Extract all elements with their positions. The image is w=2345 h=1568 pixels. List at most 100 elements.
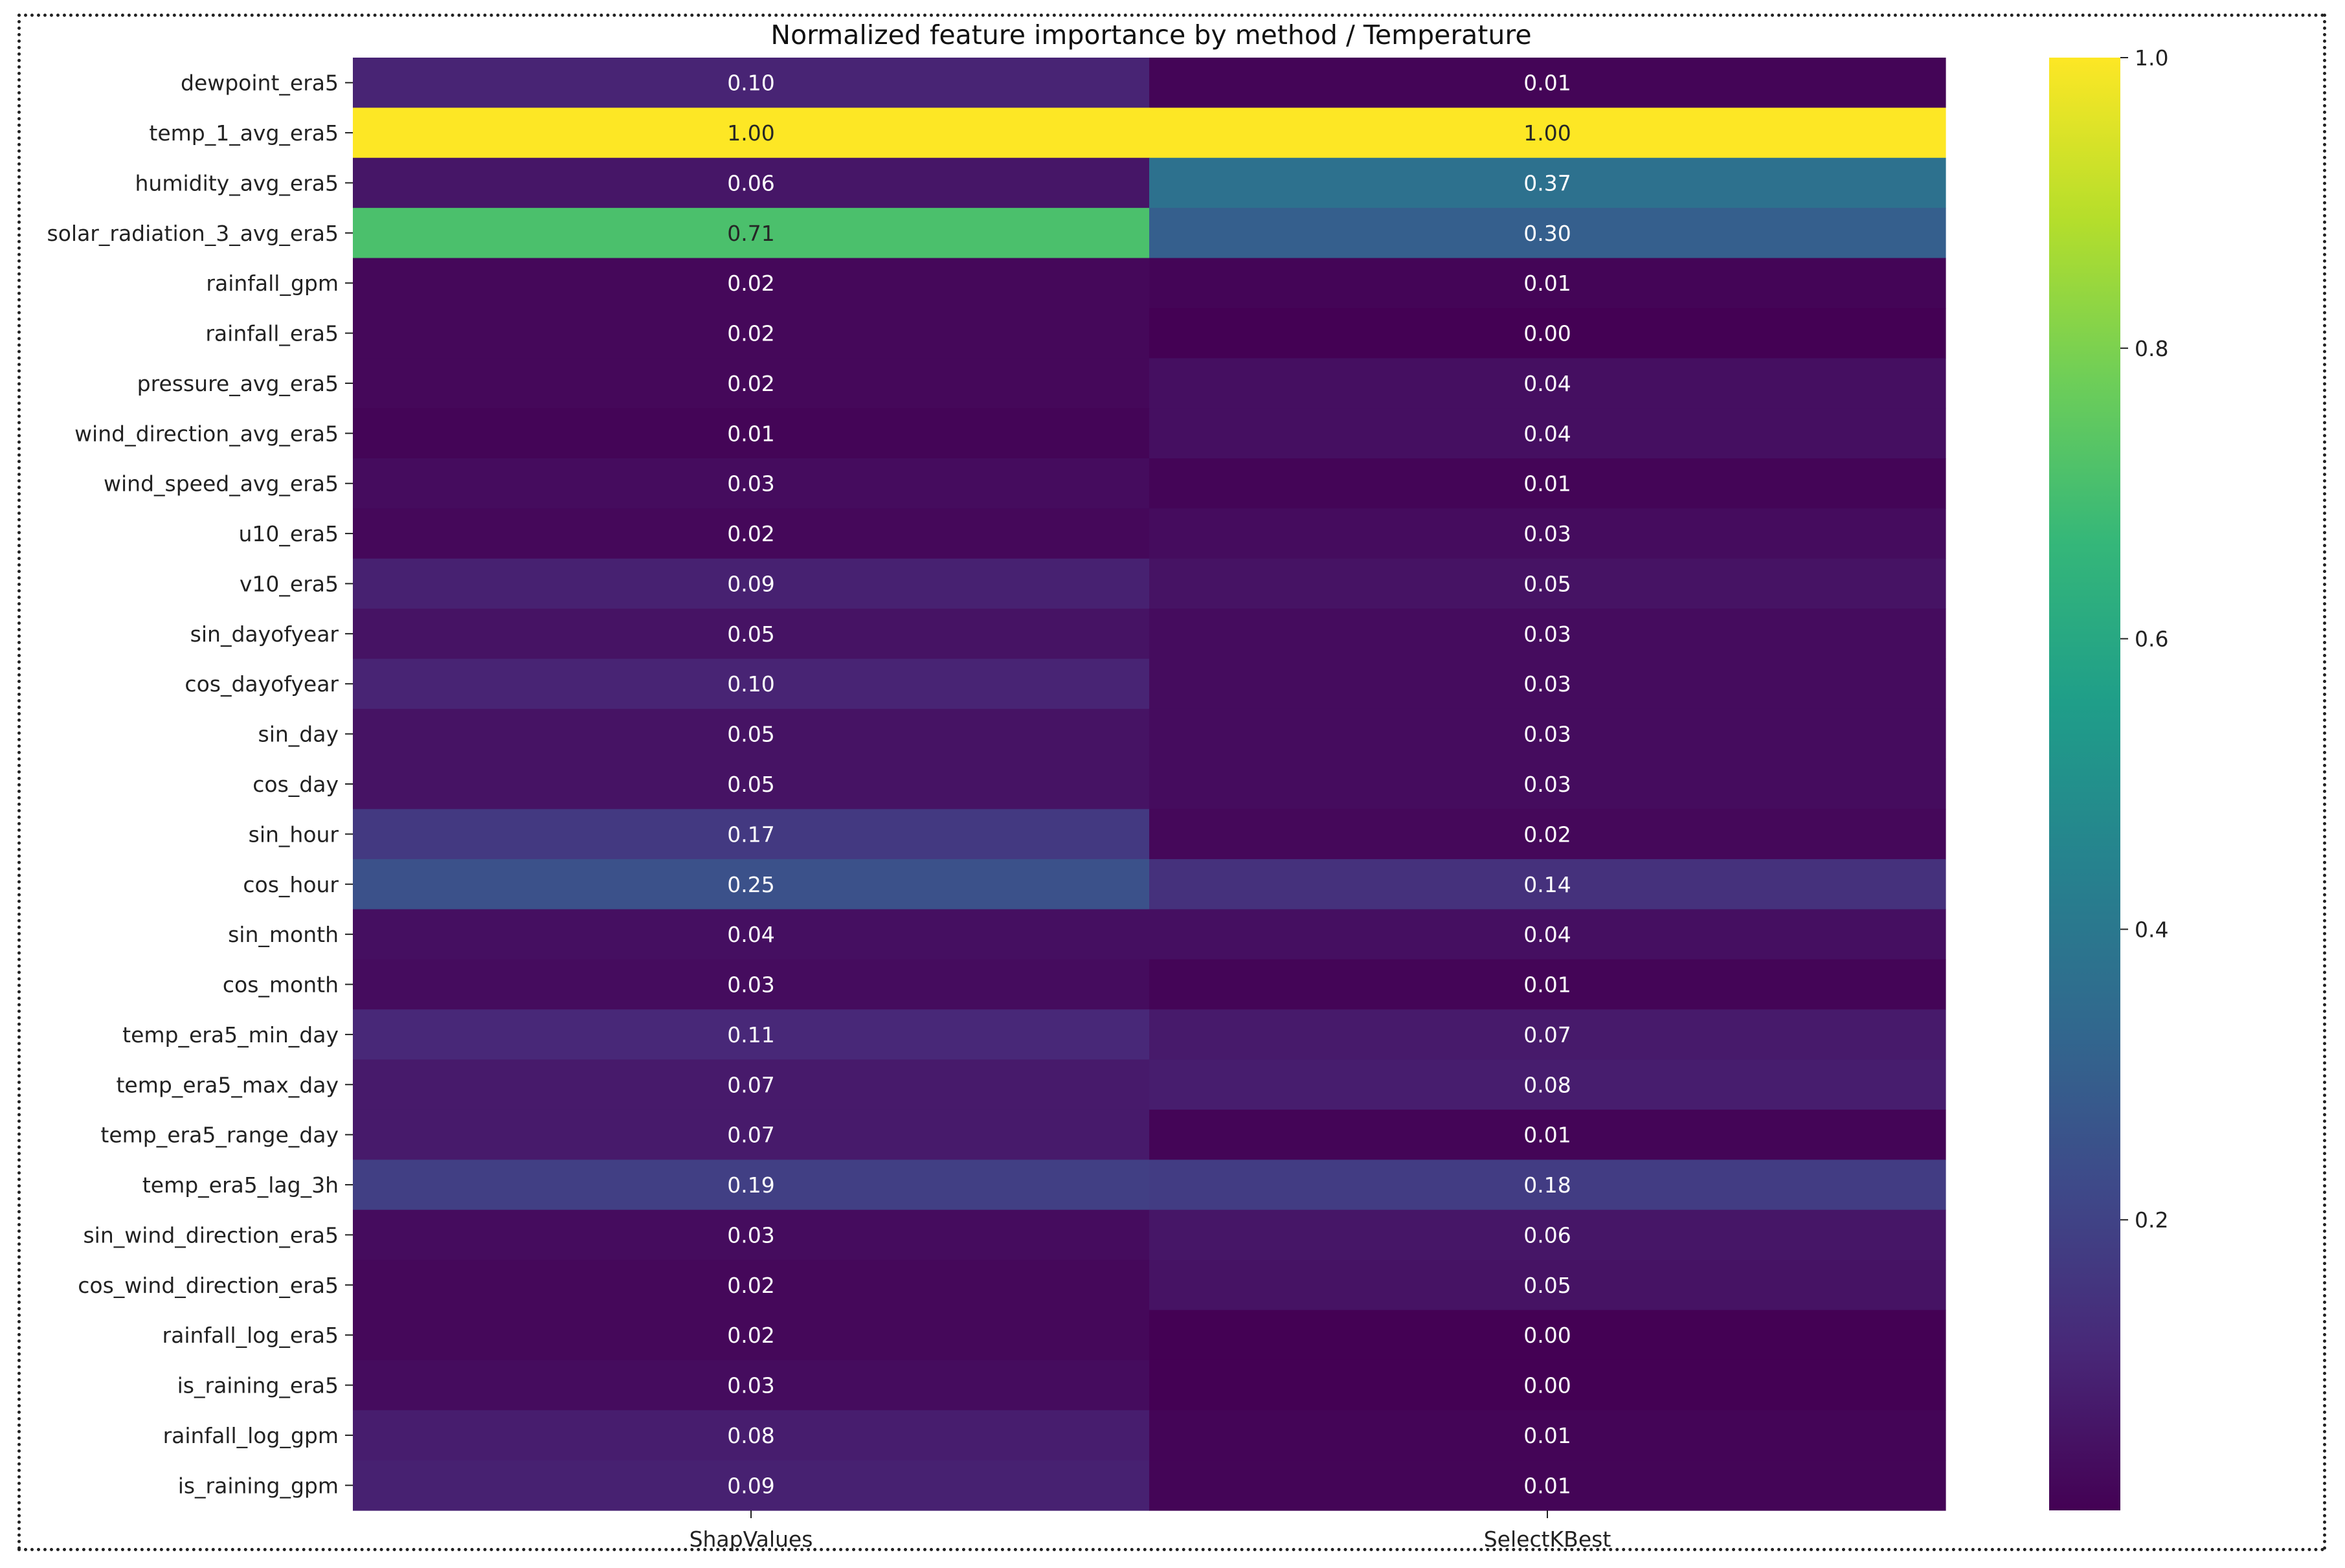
heatmap-cell — [1149, 408, 1946, 459]
cell-value-label: 0.01 — [1523, 71, 1571, 96]
cell-value-label: 0.05 — [1523, 1273, 1571, 1298]
heatmap-cell — [1149, 508, 1946, 559]
row-label: temp_era5_min_day — [122, 1022, 339, 1047]
cell-value-label: 0.01 — [1523, 1473, 1571, 1498]
cell-value-label: 0.08 — [1523, 1072, 1571, 1097]
cell-value-label: 0.03 — [1523, 622, 1571, 647]
heatmap-cell — [1149, 759, 1946, 810]
cell-value-label: 0.01 — [1523, 1423, 1571, 1448]
row-label: sin_dayofyear — [190, 622, 339, 647]
cell-value-label: 0.02 — [727, 1323, 774, 1348]
row-label: is_raining_era5 — [177, 1373, 339, 1398]
cell-value-label: 0.07 — [727, 1072, 774, 1097]
cell-value-label: 0.08 — [727, 1423, 774, 1448]
row-label: cos_hour — [243, 872, 339, 897]
cell-value-label: 0.14 — [1523, 872, 1571, 897]
heatmap-cell — [353, 107, 1150, 159]
heatmap-cell — [1149, 58, 1946, 108]
cell-value-label: 0.09 — [727, 1473, 774, 1498]
cell-value-label: 0.04 — [727, 922, 774, 947]
heatmap-cell — [353, 909, 1150, 960]
heatmap-cell — [353, 859, 1150, 910]
cell-value-label: 0.30 — [1523, 221, 1571, 246]
chart-title: Normalized feature importance by method … — [770, 19, 1531, 50]
row-label: v10_era5 — [240, 571, 339, 596]
heatmap-cell — [353, 408, 1150, 459]
cell-value-label: 0.02 — [727, 321, 774, 346]
heatmap-cell-labels: 0.10 0.01 1.00 1.00 0.06 0.37 0.71 0.30 0.02 0.01… — [727, 71, 1571, 1499]
row-label: temp_1_avg_era5 — [149, 120, 339, 146]
row-labels: dewpoint_era5 temp_1_avg_era5 humidity_avg… — [47, 71, 353, 1498]
cell-value-label: 0.07 — [1523, 1022, 1571, 1047]
cell-value-label: 0.02 — [727, 271, 774, 296]
row-label: rainfall_log_gpm — [163, 1423, 339, 1448]
figure-border — [17, 14, 2326, 1551]
cell-value-label: 0.03 — [727, 1222, 774, 1248]
row-label: sin_hour — [249, 822, 339, 847]
row-label: sin_month — [228, 922, 339, 947]
cell-value-label: 0.01 — [727, 421, 774, 446]
row-label: rainfall_era5 — [205, 321, 339, 346]
heatmap-cell — [1149, 1009, 1946, 1060]
heatmap-cell — [1149, 859, 1946, 910]
heatmap-cell — [1149, 107, 1946, 159]
cell-value-label: 0.01 — [1523, 1123, 1571, 1148]
cell-value-label: 0.10 — [727, 71, 774, 96]
heatmap-cell — [1149, 708, 1946, 759]
heatmap-cell — [353, 708, 1150, 759]
heatmap-cell — [1149, 1260, 1946, 1311]
heatmap-cell — [353, 308, 1150, 359]
heatmap-cell — [353, 1059, 1150, 1110]
heatmap-cell — [353, 358, 1150, 409]
column-label: SelectKBest — [1484, 1527, 1611, 1552]
heatmap-cell — [353, 1209, 1150, 1260]
row-label: cos_month — [223, 972, 339, 998]
colorbar-ticks: 0.2 0.4 0.6 0.8 1.0 — [2120, 45, 2168, 1233]
cell-value-label: 0.01 — [1523, 271, 1571, 296]
heatmap-cell — [1149, 1059, 1946, 1110]
cell-value-label: 0.03 — [1523, 772, 1571, 797]
cell-value-label: 0.02 — [727, 371, 774, 396]
cell-value-label: 0.06 — [1523, 1222, 1571, 1248]
cell-value-label: 0.00 — [1523, 1373, 1571, 1398]
heatmap-cell — [1149, 658, 1946, 710]
cell-value-label: 0.01 — [1523, 471, 1571, 497]
cell-value-label: 0.18 — [1523, 1172, 1571, 1198]
heatmap-cells — [353, 58, 1946, 1511]
row-label: sin_wind_direction_era5 — [83, 1222, 339, 1248]
heatmap-cell — [1149, 458, 1946, 510]
heatmap-cell — [1149, 809, 1946, 860]
cell-value-label: 0.17 — [727, 822, 774, 847]
heatmap-cell — [353, 458, 1150, 510]
row-label: rainfall_log_era5 — [163, 1323, 339, 1348]
heatmap-cell — [1149, 1360, 1946, 1411]
heatmap-cell — [353, 609, 1150, 660]
colorbar — [2049, 58, 2120, 1510]
heatmap-cell — [353, 258, 1150, 309]
cell-value-label: 0.00 — [1523, 321, 1571, 346]
cell-value-label: 1.00 — [1523, 120, 1571, 146]
colorbar-tick-label: 1.0 — [2135, 45, 2168, 71]
heatmap-cell — [1149, 208, 1946, 259]
heatmap-cell — [1149, 1410, 1946, 1461]
column-labels: ShapValues SelectKBest — [690, 1510, 1611, 1552]
heatmap-cell — [353, 508, 1150, 559]
heatmap-cell — [1149, 1159, 1946, 1211]
heatmap-cell — [353, 959, 1150, 1010]
cell-value-label: 0.02 — [1523, 822, 1571, 847]
cell-value-label: 0.03 — [727, 471, 774, 497]
heatmap-cell — [1149, 1460, 1946, 1511]
row-label: is_raining_gpm — [178, 1473, 339, 1498]
heatmap-cell — [353, 658, 1150, 710]
cell-value-label: 0.03 — [727, 972, 774, 998]
cell-value-label: 0.02 — [727, 521, 774, 546]
cell-value-label: 1.00 — [727, 120, 774, 146]
heatmap-cell — [353, 1310, 1150, 1361]
row-label: temp_era5_range_day — [100, 1123, 339, 1148]
cell-value-label: 0.03 — [1523, 722, 1571, 747]
cell-value-label: 0.07 — [727, 1123, 774, 1148]
heatmap-cell — [353, 1460, 1150, 1511]
cell-value-label: 0.10 — [727, 671, 774, 697]
heatmap-cell — [1149, 959, 1946, 1010]
